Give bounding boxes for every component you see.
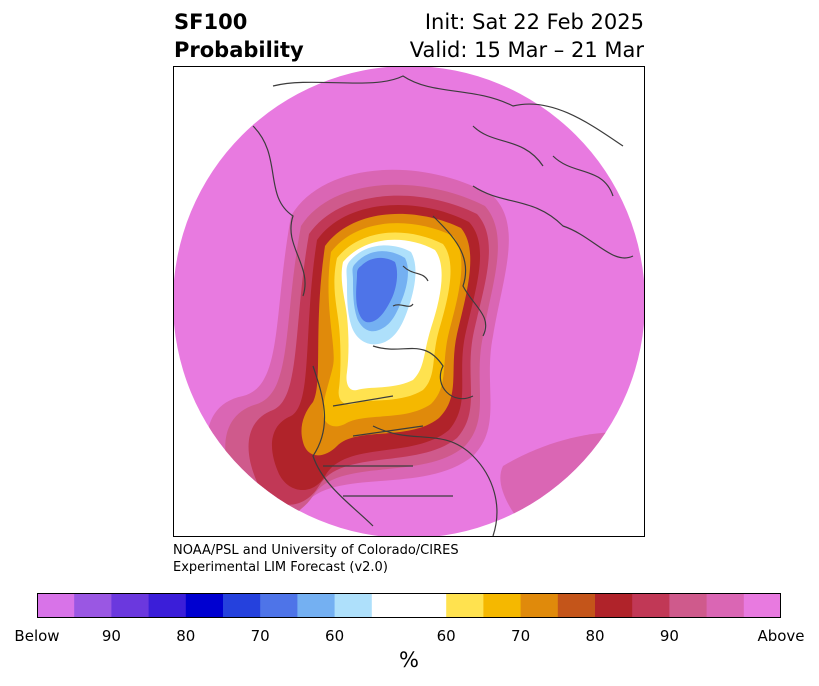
- colorbar: [37, 593, 781, 618]
- credit-text: NOAA/PSL and University of Colorado/CIRE…: [173, 542, 459, 576]
- colorbar-tick-label: 70: [511, 627, 531, 645]
- colorbar-swatch: [446, 593, 484, 618]
- colorbar-swatch: [371, 593, 447, 618]
- colorbar-swatch: [743, 593, 781, 618]
- colorbar-swatch: [111, 593, 150, 618]
- probability-field: [173, 66, 645, 537]
- colorbar-unit: %: [399, 648, 419, 672]
- colorbar-tick-label: Above: [757, 627, 805, 645]
- colorbar-tick-label: 60: [436, 627, 456, 645]
- colorbar-swatch: [37, 593, 75, 618]
- colorbar-tick-label: 70: [250, 627, 270, 645]
- colorbar-swatch: [185, 593, 224, 618]
- colorbar-swatch: [557, 593, 596, 618]
- valid-range: Valid: 15 Mar – 21 Mar: [409, 38, 644, 62]
- colorbar-tick-label: 60: [325, 627, 345, 645]
- map-border: [173, 66, 645, 537]
- colorbar-swatch: [334, 593, 373, 618]
- colorbar-swatch: [260, 593, 298, 618]
- colorbar-swatch: [669, 593, 708, 618]
- credit-line-2: Experimental LIM Forecast (v2.0): [173, 560, 388, 575]
- colorbar-swatch: [706, 593, 745, 618]
- coastlines: [252, 75, 634, 537]
- colorbar-tick-label: Below: [14, 627, 60, 645]
- credit-line-1: NOAA/PSL and University of Colorado/CIRE…: [173, 543, 459, 558]
- colorbar-swatch: [223, 593, 261, 618]
- chart-title: SF100 Probability: [174, 8, 304, 64]
- colorbar-tick-label: 80: [176, 627, 196, 645]
- title-variable: SF100: [174, 10, 248, 34]
- colorbar-tick-label: 90: [101, 627, 121, 645]
- title-quantity: Probability: [174, 38, 304, 62]
- map-svg: [173, 66, 645, 537]
- field-below-65: [356, 257, 398, 323]
- colorbar-tick-label: 90: [659, 627, 679, 645]
- chart-dates: Init: Sat 22 Feb 2025 Valid: 15 Mar – 21…: [340, 8, 644, 64]
- colorbar-tick-label: 80: [585, 627, 605, 645]
- colorbar-swatch: [595, 593, 633, 618]
- colorbar-swatch: [632, 593, 670, 618]
- colorbar-swatch: [74, 593, 112, 618]
- colorbar-border: [37, 593, 781, 618]
- colorbar-swatch: [148, 593, 187, 618]
- polar-map: [173, 66, 645, 537]
- colorbar-swatch: [483, 593, 522, 618]
- colorbar-swatch: [297, 593, 336, 618]
- colorbar-swatch: [520, 593, 559, 618]
- init-date: Init: Sat 22 Feb 2025: [424, 10, 644, 34]
